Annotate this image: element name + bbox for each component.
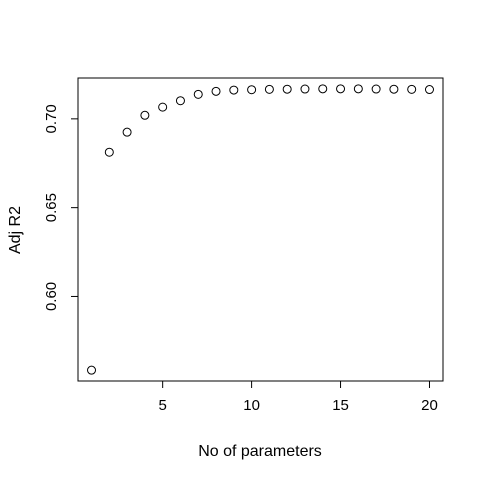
- data-point: [104, 147, 114, 157]
- x-tick-label: 20: [421, 397, 438, 414]
- data-point: [229, 85, 239, 95]
- data-point: [424, 85, 434, 95]
- data-point: [122, 127, 132, 137]
- data-point: [371, 84, 381, 94]
- data-point: [282, 84, 292, 94]
- data-point: [353, 84, 363, 94]
- data-point: [140, 110, 150, 120]
- y-axis: 0.60 0.65 0.70: [43, 104, 79, 311]
- data-point: [193, 89, 203, 99]
- data-point: [264, 84, 274, 94]
- data-point: [407, 84, 417, 94]
- data-point: [389, 84, 399, 94]
- y-tick-label: 0.70: [43, 104, 60, 133]
- y-tick-label: 0.65: [43, 193, 60, 222]
- plot-frame: [77, 77, 444, 382]
- data-point: [336, 84, 346, 94]
- data-point: [87, 365, 97, 375]
- y-axis-label: Adj R2: [7, 206, 24, 254]
- data-point: [300, 84, 310, 94]
- data-points: [87, 84, 434, 375]
- data-point: [175, 96, 185, 106]
- x-axis-label: No of parameters: [198, 443, 322, 460]
- y-tick-label: 0.60: [43, 282, 60, 311]
- data-point: [158, 102, 168, 112]
- x-tick-label: 15: [332, 397, 349, 414]
- data-point: [211, 86, 221, 96]
- data-point: [247, 85, 257, 95]
- x-axis: 5 10 15 20: [158, 380, 438, 414]
- data-point: [318, 84, 328, 94]
- x-tick-label: 5: [158, 397, 166, 414]
- x-tick-label: 10: [243, 397, 260, 414]
